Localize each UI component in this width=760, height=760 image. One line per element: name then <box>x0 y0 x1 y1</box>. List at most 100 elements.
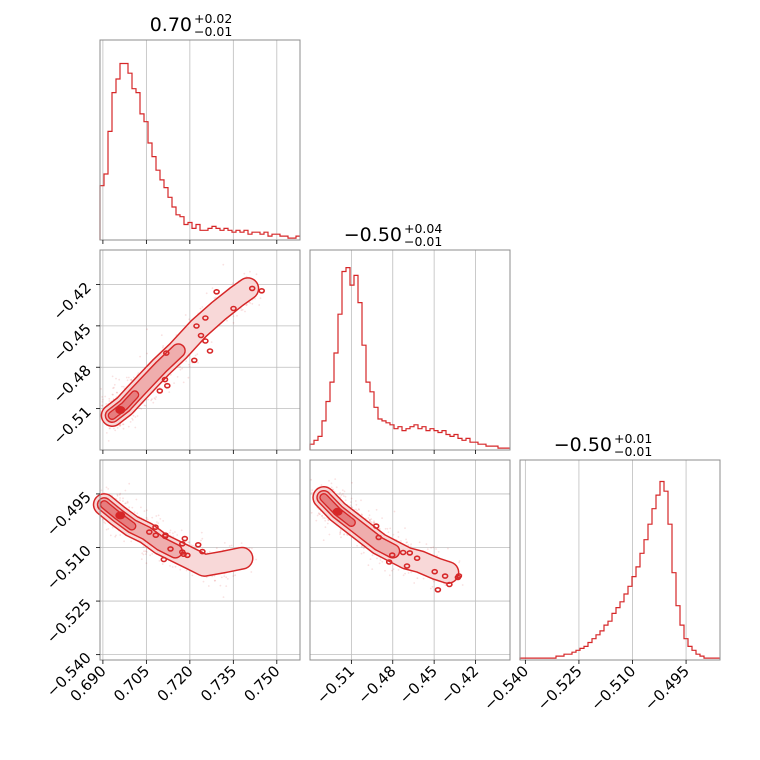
sample-point <box>220 576 223 579</box>
y-tick-label: −0.510 <box>43 542 95 594</box>
sample-point <box>362 547 365 550</box>
sample-point <box>341 489 344 492</box>
contour-island <box>191 357 198 364</box>
panel-frame <box>99 249 301 451</box>
sample-point <box>173 382 176 384</box>
sample-point <box>339 496 342 499</box>
x-tick-label: 0.705 <box>110 662 153 705</box>
sample-point <box>201 306 204 308</box>
histogram-bin <box>120 63 124 240</box>
contour-island <box>206 348 214 354</box>
sample-point <box>202 580 205 583</box>
sample-point <box>356 544 358 547</box>
sample-point <box>113 386 115 389</box>
sample-point <box>105 486 108 489</box>
sample-point <box>371 568 374 570</box>
x-tick-label: −0.510 <box>587 662 639 714</box>
contour-island <box>160 556 168 563</box>
title-upper: +0.02 <box>194 11 232 26</box>
sample-point <box>391 569 393 572</box>
sample-point <box>321 515 323 517</box>
contour-island <box>181 535 189 542</box>
sample-point <box>131 417 134 420</box>
sample-point <box>102 518 104 521</box>
sample-point <box>111 526 114 529</box>
y-axis: −0.51−0.48−0.45−0.42 <box>50 279 100 448</box>
histogram-bin <box>616 608 620 660</box>
sample-point <box>388 574 391 577</box>
sample-point <box>207 585 210 587</box>
sample-point <box>143 550 145 553</box>
contour-island <box>164 382 171 389</box>
sample-point <box>161 346 164 349</box>
panel-title: −0.50 +0.01−0.01 <box>554 431 653 459</box>
sample-point <box>142 546 145 548</box>
y-tick-label: −0.48 <box>50 361 95 406</box>
sample-point <box>323 517 326 520</box>
sample-point <box>222 596 225 598</box>
sample-point <box>150 399 153 402</box>
sample-point <box>413 582 416 584</box>
sample-point <box>339 533 341 536</box>
sample-point <box>116 391 118 394</box>
histogram-bin <box>620 602 624 660</box>
histogram-panel-p0 <box>99 39 301 244</box>
sample-point <box>429 587 432 590</box>
sample-point <box>119 424 122 427</box>
histogram-bin <box>394 429 398 450</box>
sample-point <box>351 481 353 484</box>
sample-point <box>259 297 262 300</box>
histogram-bin <box>410 427 414 450</box>
sample-point <box>361 514 363 516</box>
sample-point <box>232 322 235 324</box>
contour-island <box>197 332 205 339</box>
sample-point <box>159 518 162 520</box>
sample-point <box>109 534 112 537</box>
sample-point <box>232 575 235 577</box>
histogram-step <box>519 480 720 660</box>
sample-point <box>355 508 357 511</box>
sample-point <box>344 495 347 498</box>
histogram-bin <box>378 419 382 450</box>
contour-island <box>372 523 380 529</box>
contour-island <box>248 285 256 292</box>
density-peak <box>115 511 126 520</box>
sample-point <box>188 318 191 321</box>
sample-point <box>255 558 257 561</box>
contour-island <box>258 287 266 294</box>
sample-point <box>196 353 199 356</box>
sample-point <box>185 569 188 572</box>
histogram-bin <box>160 180 164 240</box>
sample-point <box>315 519 318 522</box>
sample-point <box>230 544 233 547</box>
histogram-bin <box>386 423 390 450</box>
x-tick-label: 0.750 <box>241 662 284 705</box>
scatter-panel-p0-p2: 0.690 0.705 0.720 0.735 0.750−0.540−0.525−0.… <box>43 459 301 705</box>
sample-point <box>354 500 357 502</box>
sample-point <box>367 517 370 519</box>
sample-point <box>114 429 117 432</box>
sample-point <box>155 515 158 517</box>
sample-point <box>223 542 226 544</box>
sample-point <box>143 510 146 512</box>
histogram-bin <box>660 482 664 660</box>
histogram-bin <box>132 89 136 240</box>
sample-point <box>215 547 218 550</box>
sample-point <box>172 535 175 538</box>
sample-point <box>334 478 337 480</box>
sample-point <box>162 520 165 522</box>
sample-point <box>179 365 181 368</box>
sample-point <box>136 512 139 515</box>
sample-point <box>208 550 211 553</box>
sample-point <box>113 427 115 430</box>
sample-point <box>155 396 158 398</box>
sample-point <box>105 403 108 405</box>
sample-point <box>426 548 429 550</box>
grid <box>524 460 687 660</box>
sample-point <box>355 503 358 506</box>
sample-point <box>335 486 338 489</box>
sample-point <box>200 539 202 542</box>
sample-point <box>176 376 179 378</box>
sample-point <box>310 478 312 481</box>
sample-point <box>136 415 139 417</box>
